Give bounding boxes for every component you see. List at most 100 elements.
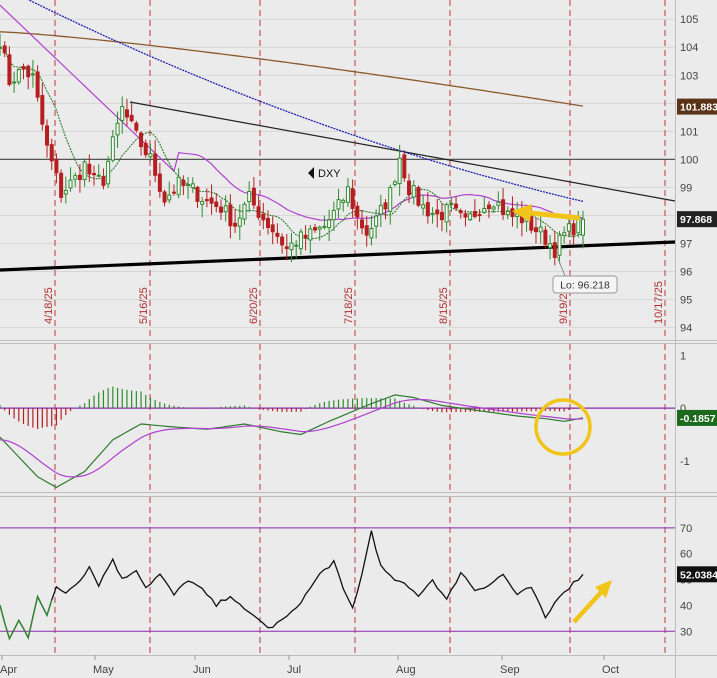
candle-body [529,216,534,231]
candle-body [505,210,510,216]
candle-body [303,234,308,239]
candle-body [374,215,379,227]
rsi-tick-label: 30 [680,626,692,638]
candle-body [87,163,92,175]
candle-body [341,199,346,203]
candle-body [223,205,228,213]
candle-body [378,204,383,215]
candle-body [533,227,538,233]
candle-body [515,213,520,218]
date-marker-label: 5/16/25 [138,287,150,324]
candle-body [171,191,176,194]
candle-body [218,206,223,213]
candle-body [548,243,553,249]
price-tick-label: 96 [680,267,692,279]
candle-body [12,81,17,84]
candle-body [59,172,64,198]
rsi-indicator: 706050403052.0384 [0,523,717,641]
candle-body [265,217,270,229]
candle-body [204,199,209,202]
candle-body [458,210,463,214]
candle-body [233,222,238,227]
price-tick-label: 101 [680,126,698,138]
rsi-tick-label: 40 [680,600,692,612]
candle-body [543,229,548,245]
candle-body [120,106,125,121]
candle-body [355,205,360,218]
candle-body [294,244,299,247]
candle-body [397,157,402,185]
candle-body [209,197,214,204]
candle-body [463,213,468,218]
candle-body [49,144,54,162]
candle-body [45,125,50,146]
macd-annotation-circle [534,398,592,456]
candle-body [449,202,454,205]
month-label: Sep [500,664,520,676]
macd-signal-line [0,398,584,478]
candle-body [16,69,21,83]
last-price-badge: 97.868 [680,214,712,226]
candle-body [336,199,341,210]
candle-body [407,180,412,196]
candle-body [364,225,369,236]
candle-body [388,187,393,212]
candle-body [430,212,435,215]
candle-body [270,224,275,233]
annotation-arrow-shaft [529,210,581,221]
candle-body [30,73,35,76]
price-tick-label: 99 [680,182,692,194]
candle-body [0,46,2,49]
month-axis: Apr May Jun Jul Aug Sep Oct [0,655,619,676]
candle-body [308,228,313,241]
candle-body [425,202,430,217]
ma-purple-line [0,4,584,221]
candle-body [501,199,506,215]
date-marker-label: 6/20/25 [248,287,260,324]
macd-line [0,394,584,489]
price-tick-label: 104 [680,42,698,54]
candle-body [538,226,543,233]
last-price-badge-bg [677,211,717,228]
price-tick-label: 105 [680,14,698,26]
candle-body [7,54,12,85]
month-label: Oct [602,664,619,676]
price-tick-label: 95 [680,295,692,307]
candle-body [2,45,7,54]
candle-body [581,218,585,236]
macd-tick-label: -1 [680,456,690,468]
candle-body [275,232,280,237]
candle-body [129,114,134,122]
ma200-badge: 101.883 [680,102,717,114]
candle-body [190,183,195,188]
date-marker-label: 4/18/25 [43,287,55,324]
price-axis: 105104103102101100999897969594101.88397.… [677,14,717,335]
price-tick-label: 97 [680,238,692,250]
candle-body [228,204,233,227]
candle-body [181,179,186,187]
candle-body [195,186,200,202]
candle-body [402,154,407,179]
candle-body [106,160,111,185]
candle-body [176,176,181,196]
candle-body [491,206,496,210]
rsi-tick-label: 70 [680,523,692,535]
candle-body [280,236,285,246]
candle-body [444,204,449,223]
ma200-badge-bg [677,98,717,115]
candle-body [552,242,557,258]
candle-body [416,187,421,206]
candle-body [298,231,303,250]
candle-body [82,161,87,181]
candle-body [472,211,477,217]
symbol-marker: DXY [308,167,341,180]
candle-body [350,188,355,209]
candles [0,33,585,266]
candle-body [421,204,426,209]
candle-body [139,132,144,148]
candle-body [345,186,350,203]
candle-body [571,223,576,236]
candle-body [40,95,45,125]
candle-body [251,187,256,206]
candle-body [289,242,294,251]
